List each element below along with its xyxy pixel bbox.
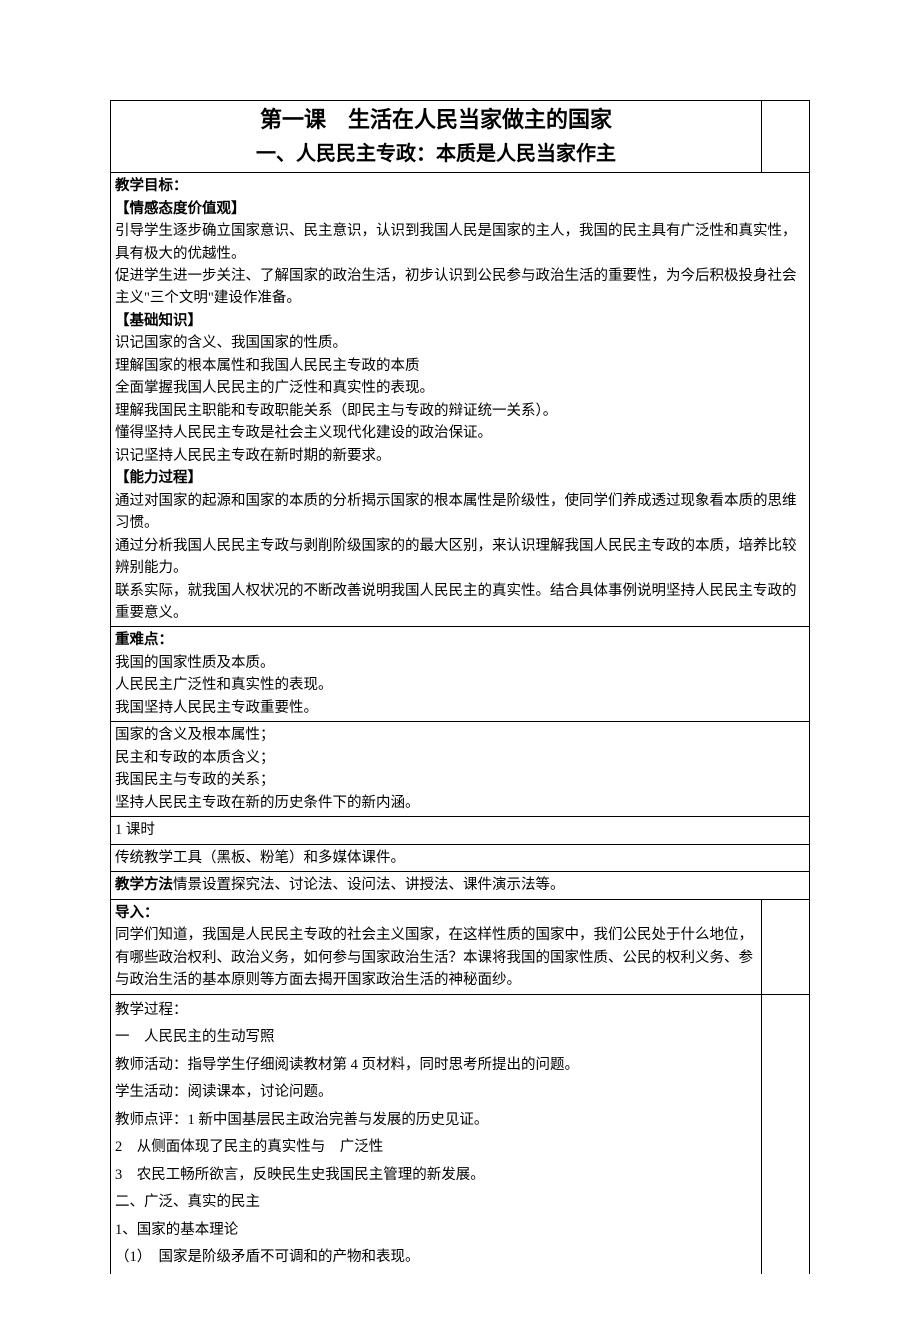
- ability-heading: 【能力过程】: [115, 467, 805, 489]
- attitude-heading: 【情感态度价值观】: [115, 198, 805, 220]
- basic-p4: 理解我国民主职能和专政职能关系（即民主与专政的辩证统一关系）。: [115, 400, 805, 422]
- attitude-p2: 促进学生进一步关注、了解国家的政治生活，初步认识到公民参与政治生活的重要性，为今…: [115, 265, 805, 310]
- lesson-title-1: 第一课 生活在人民当家做主的国家: [115, 103, 757, 137]
- process-p5: 2 从侧面体现了民主的真实性与 广泛性: [115, 1134, 757, 1162]
- process-side-cell: [762, 994, 810, 1274]
- basic-p3: 全面掌握我国人民民主的广泛性和真实性的表现。: [115, 377, 805, 399]
- keypoints-p2: 人民民主广泛性和真实性的表现。: [115, 674, 805, 696]
- tools-cell: 传统教学工具（黑板、粉笔）和多媒体课件。: [111, 844, 810, 871]
- lesson-title-2: 一、人民民主专政：本质是人民当家作主: [115, 139, 757, 170]
- intro-side-cell: [762, 899, 810, 994]
- concepts-p1: 国家的含义及根本属性；: [115, 724, 805, 746]
- goals-heading: 教学目标：: [115, 175, 805, 197]
- hours-text: 1 课时: [115, 819, 805, 841]
- basic-p1: 识记国家的含义、我国国家的性质。: [115, 332, 805, 354]
- process-p8: 1、国家的基本理论: [115, 1217, 757, 1245]
- title-side-cell: [762, 101, 810, 173]
- methods-cell: 教学方法情景设置探究法、讨论法、设问法、讲授法、课件演示法等。: [111, 872, 810, 899]
- keypoints-p1: 我国的国家性质及本质。: [115, 652, 805, 674]
- concepts-p3: 我国民主与专政的关系；: [115, 769, 805, 791]
- keypoints-cell: 重难点： 我国的国家性质及本质。 人民民主广泛性和真实性的表现。 我国坚持人民民…: [111, 627, 810, 722]
- hours-cell: 1 课时: [111, 817, 810, 844]
- basic-p5: 懂得坚持人民民主专政是社会主义现代化建设的政治保证。: [115, 422, 805, 444]
- keypoints-p3: 我国坚持人民民主专政重要性。: [115, 697, 805, 719]
- methods-line: 教学方法情景设置探究法、讨论法、设问法、讲授法、课件演示法等。: [115, 874, 805, 896]
- process-p7: 二、广泛、真实的民主: [115, 1189, 757, 1217]
- process-p6: 3 农民工畅所欲言，反映民生史我国民主管理的新发展。: [115, 1162, 757, 1190]
- basic-p2: 理解国家的根本属性和我国人民民主专政的本质: [115, 355, 805, 377]
- concepts-p2: 民主和专政的本质含义；: [115, 747, 805, 769]
- ability-p2: 通过分析我国人民民主专政与剥削阶级国家的的最大区别，来认识理解我国人民民主专政的…: [115, 535, 805, 580]
- methods-text: 情景设置探究法、讨论法、设问法、讲授法、课件演示法等。: [173, 877, 565, 893]
- intro-heading: 导入：: [115, 902, 757, 924]
- basic-p6: 识记坚持人民民主专政在新时期的新要求。: [115, 445, 805, 467]
- methods-label: 教学方法: [115, 877, 173, 893]
- attitude-p1: 引导学生逐步确立国家意识、民主意识，认识到我国人民是国家的主人，我国的民主具有广…: [115, 220, 805, 265]
- ability-p3: 联系实际，就我国人权状况的不断改善说明我国人民民主的真实性。结合具体事例说明坚持…: [115, 580, 805, 625]
- process-p2: 教师活动：指导学生仔细阅读教材第 4 页材料，同时思考所提出的问题。: [115, 1052, 757, 1080]
- basic-heading: 【基础知识】: [115, 310, 805, 332]
- process-p4: 教师点评：1 新中国基层民主政治完善与发展的历史见证。: [115, 1107, 757, 1135]
- lesson-plan-table: 第一课 生活在人民当家做主的国家 一、人民民主专政：本质是人民当家作主 教学目标…: [110, 100, 810, 1274]
- process-cell: 教学过程： 一 人民民主的生动写照 教师活动：指导学生仔细阅读教材第 4 页材料…: [111, 994, 762, 1274]
- concepts-p4: 坚持人民民主专政在新的历史条件下的新内涵。: [115, 792, 805, 814]
- title-cell: 第一课 生活在人民当家做主的国家 一、人民民主专政：本质是人民当家作主: [111, 101, 762, 173]
- concepts-cell: 国家的含义及根本属性； 民主和专政的本质含义； 我国民主与专政的关系； 坚持人民…: [111, 722, 810, 817]
- process-p9: （1） 国家是阶级矛盾不可调和的产物和表现。: [115, 1244, 757, 1272]
- process-p3: 学生活动：阅读课本，讨论问题。: [115, 1079, 757, 1107]
- intro-p1: 同学们知道，我国是人民民主专政的社会主义国家，在这样性质的国家中，我们公民处于什…: [115, 924, 757, 991]
- intro-cell: 导入： 同学们知道，我国是人民民主专政的社会主义国家，在这样性质的国家中，我们公…: [111, 899, 762, 994]
- keypoints-heading: 重难点：: [115, 629, 805, 651]
- goals-cell: 教学目标： 【情感态度价值观】 引导学生逐步确立国家意识、民主意识，认识到我国人…: [111, 173, 810, 627]
- process-heading: 教学过程：: [115, 997, 757, 1025]
- tools-text: 传统教学工具（黑板、粉笔）和多媒体课件。: [115, 847, 805, 869]
- ability-p1: 通过对国家的起源和国家的本质的分析揭示国家的根本属性是阶级性，使同学们养成透过现…: [115, 490, 805, 535]
- process-p1: 一 人民民主的生动写照: [115, 1024, 757, 1052]
